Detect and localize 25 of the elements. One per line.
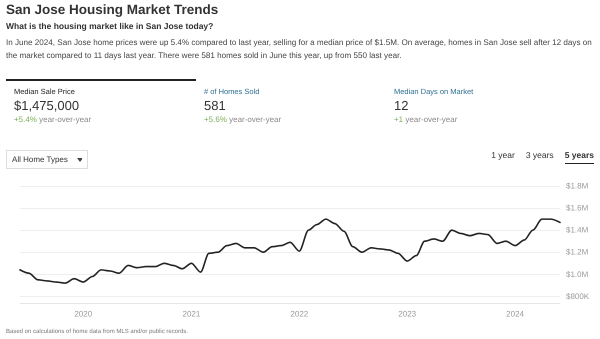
- y-tick-label: $1.4M: [566, 226, 589, 235]
- chart-title: San Jose Housing Market Trends: [6, 2, 218, 17]
- y-tick-label: $1.8M: [566, 182, 589, 190]
- text: 5 years: [564, 150, 594, 164]
- text: +5.4% year-over-year: [14, 115, 92, 124]
- y-tick-label: $800K: [566, 292, 590, 301]
- x-tick-label: 2024: [506, 310, 525, 318]
- text: All Home Types: [12, 155, 68, 164]
- text: 581: [204, 98, 227, 113]
- y-tick-label: $1.0M: [566, 270, 589, 279]
- chart-subtitle: What is the housing market like in San Jose today?: [6, 21, 214, 31]
- x-tick-label: 2022: [290, 310, 309, 318]
- text: $1,475,000: [14, 98, 80, 113]
- x-tick-label: 2020: [74, 310, 93, 318]
- y-tick-label: $1.2M: [566, 248, 589, 257]
- y-tick-label: $1.6M: [566, 204, 589, 213]
- text: 1 year: [491, 150, 515, 162]
- x-tick-label: 2023: [398, 310, 417, 318]
- text: +5.6% year-over-year: [204, 115, 282, 124]
- line-series: [19, 218, 561, 284]
- text: 12: [394, 98, 410, 113]
- x-tick-label: 2021: [182, 310, 201, 318]
- text: In June 2024, San Jose home prices were up 5.4% compared to last year, selling for a median price of $1.5M. On average, homes in San Jose sell after 12 days on the market compared to 11 days last year. There were 581 homes sold in June this year, up from 550 last year.: [6, 37, 593, 62]
- text: +1 year-over-year: [394, 115, 458, 124]
- text: 3 years: [526, 150, 554, 162]
